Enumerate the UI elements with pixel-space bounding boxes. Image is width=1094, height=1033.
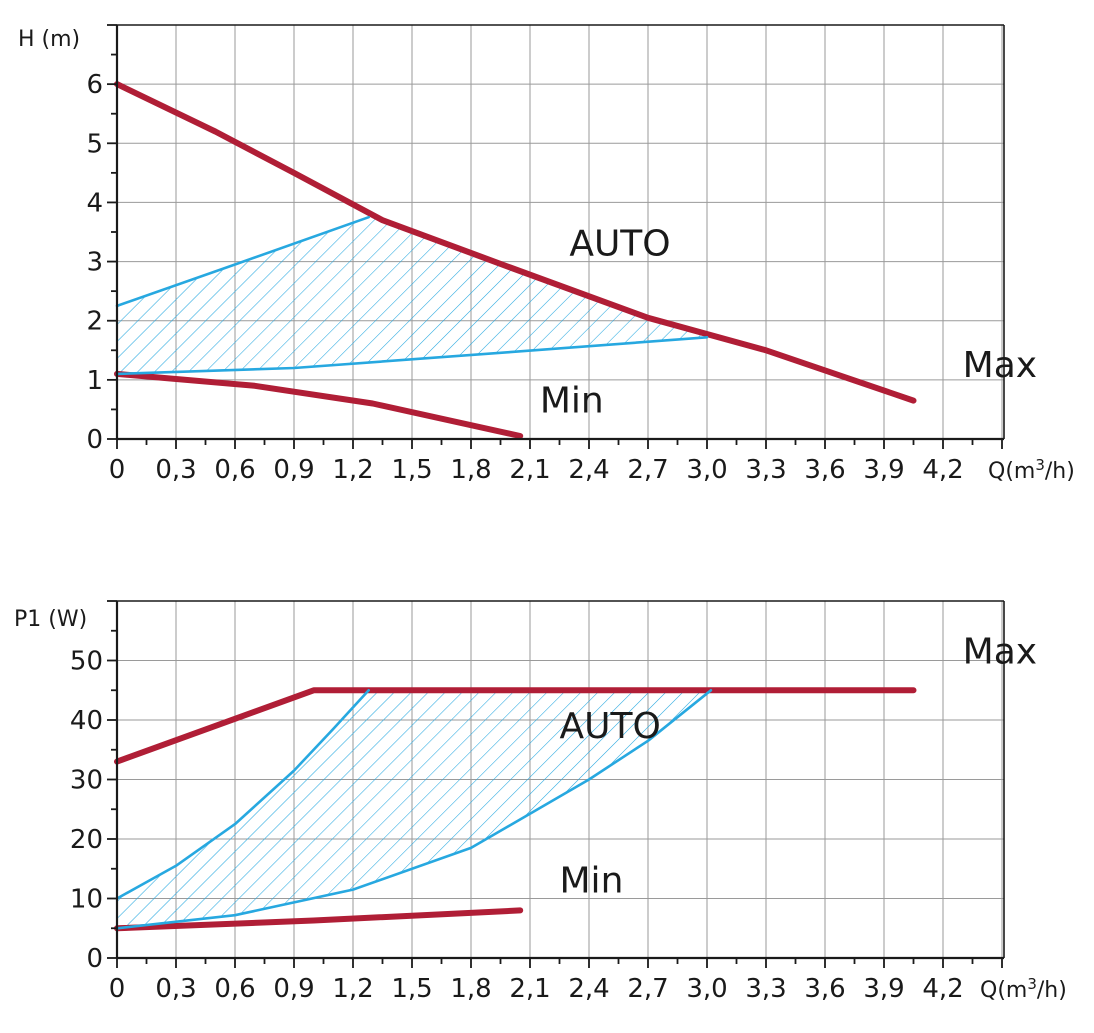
x-tick-label: 1,5	[391, 455, 432, 485]
y-tick-label: 6	[86, 70, 103, 100]
grid	[117, 600, 1005, 958]
x-tick-label: 4,2	[922, 455, 963, 485]
grid	[117, 24, 1005, 439]
y-tick-label: 2	[86, 307, 103, 337]
x-tick-label: 0	[109, 974, 126, 1004]
y-tick-label: 30	[70, 766, 103, 796]
x-tick-label: 1,5	[391, 974, 432, 1004]
x-axis-title: Q(m3/h)	[988, 456, 1075, 484]
curve-min	[114, 907, 524, 932]
x-tick-label: 3,3	[745, 455, 786, 485]
x-tick-label: 1,2	[332, 974, 373, 1004]
y-axis-title: H (m)	[18, 27, 80, 52]
y-tick-label: 40	[70, 706, 103, 736]
x-tick-label: 0,6	[214, 455, 255, 485]
curve-auto-upper	[115, 688, 371, 900]
x-tick-label: 4,2	[922, 974, 963, 1004]
x-tick-label: 2,4	[568, 455, 609, 485]
x-axis-title-part: /h)	[1037, 978, 1067, 1003]
x-tick-label: 3,0	[686, 455, 727, 485]
y-axis-title: P1 (W)	[14, 607, 87, 632]
x-axis-title-part: /h)	[1045, 459, 1075, 484]
curve-auto-lower	[115, 335, 709, 376]
x-tick-label: 3,3	[745, 974, 786, 1004]
x-tick-label: 3,6	[804, 974, 845, 1004]
curve-min	[114, 370, 524, 439]
x-axis-title-part: Q(m	[988, 459, 1035, 484]
curve-max	[114, 687, 917, 765]
x-tick-label: 0,3	[155, 974, 196, 1004]
y-tick-label: 10	[70, 885, 103, 915]
x-tick-label: 0	[109, 455, 126, 485]
curve-label-min: Min	[560, 861, 624, 902]
x-tick-label: 1,8	[450, 455, 491, 485]
curve-label-auto: AUTO	[560, 706, 661, 747]
y-tick-label: 1	[86, 366, 103, 396]
x-tick-label: 2,1	[509, 455, 550, 485]
x-tick-label: 3,9	[863, 455, 904, 485]
curve-label-max: Max	[963, 631, 1037, 672]
x-axis-title-part: Q(m	[980, 978, 1027, 1003]
auto-region-hatch	[117, 217, 707, 374]
x-tick-label: 1,2	[332, 455, 373, 485]
curve-label-auto: AUTO	[569, 224, 670, 265]
x-tick-label: 1,8	[450, 974, 491, 1004]
x-tick-label: 0,9	[273, 455, 314, 485]
x-axis-title-superscript: 3	[1027, 975, 1037, 993]
y-tick-label: 50	[70, 647, 103, 677]
auto-region-hatch	[117, 690, 711, 929]
x-axis-title-superscript: 3	[1035, 456, 1045, 474]
y-tick-label: 5	[86, 129, 103, 159]
y-tick-label: 4	[86, 188, 103, 218]
x-tick-label: 0,3	[155, 455, 196, 485]
x-tick-label: 0,6	[214, 974, 255, 1004]
curve-max	[114, 81, 917, 404]
curve-auto-lower	[115, 688, 713, 930]
x-tick-label: 3,9	[863, 974, 904, 1004]
power-chart: 0 10 20 30 40 50 0 0,3 0,6 0,9 1,2 1,5 1,8 2,1 2,4 2,7 3…	[14, 600, 1067, 1004]
y-tick-label: 20	[70, 825, 103, 855]
x-tick-label: 2,1	[509, 974, 550, 1004]
x-tick-label: 2,7	[627, 974, 668, 1004]
x-tick-label: 3,0	[686, 974, 727, 1004]
x-tick-label: 3,6	[804, 455, 845, 485]
y-tick-label: 0	[86, 944, 103, 974]
x-tick-label: 2,7	[627, 455, 668, 485]
curve-label-max: Max	[963, 345, 1037, 386]
y-tick-label: 0	[86, 425, 103, 455]
curve-auto-upper	[115, 215, 371, 308]
x-axis-title: Q(m3/h)	[980, 975, 1067, 1003]
y-tick-label: 3	[86, 248, 103, 278]
head-chart: 0 1 2 3 4 5 6 0 0,3 0,6 0,9 1,2 1,5 1,8 2,1 2,4 2,7 3,0 3,…	[18, 24, 1075, 485]
curve-label-min: Min	[540, 380, 604, 421]
x-tick-label: 2,4	[568, 974, 609, 1004]
x-tick-label: 0,9	[273, 974, 314, 1004]
